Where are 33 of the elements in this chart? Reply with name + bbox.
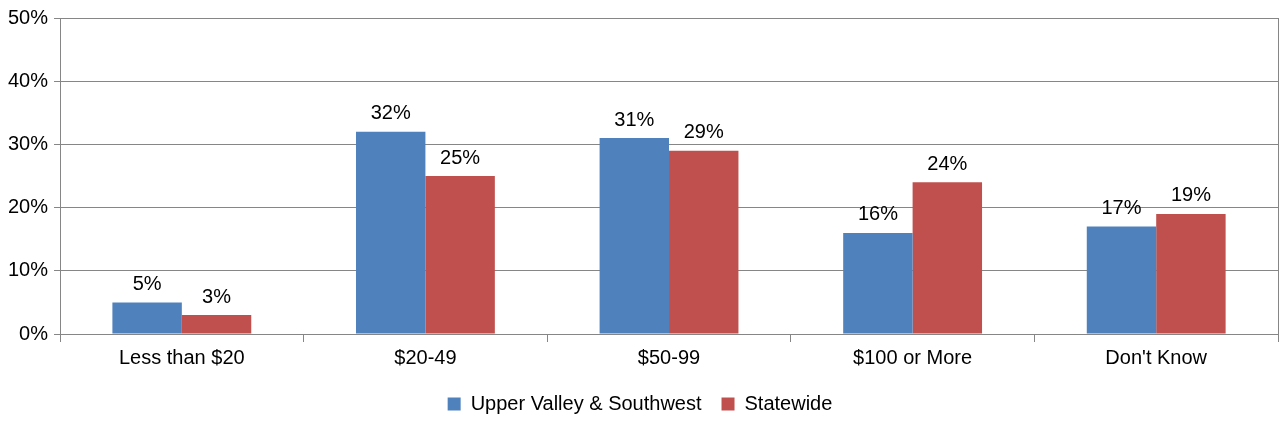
data-label: 24% [927, 151, 968, 174]
data-label: 16% [857, 202, 899, 225]
x-tick-label: $100 or More [853, 345, 973, 368]
data-label: 5% [132, 271, 162, 294]
y-tick-label: 20% [8, 195, 49, 218]
x-tick-label: Less than $20 [119, 345, 245, 368]
bar [599, 138, 670, 334]
bar [356, 131, 426, 334]
data-label: 3% [202, 284, 232, 307]
x-tick-label: Don't Know [1105, 345, 1208, 368]
bar [112, 302, 182, 334]
y-tick-label: 50% [8, 5, 49, 28]
data-label: 17% [1101, 196, 1142, 219]
bar [1086, 226, 1157, 334]
y-tick-label: 0% [19, 321, 49, 344]
y-tick-label: 10% [8, 258, 49, 281]
data-label: 31% [614, 107, 655, 130]
data-label: 25% [440, 145, 481, 168]
legend-label: Upper Valley & Southwest [470, 391, 702, 414]
bar [843, 232, 913, 334]
legend-label: Statewide [744, 391, 833, 414]
x-tick-label: $50-99 [637, 345, 701, 368]
x-tick-label: $20-49 [394, 345, 457, 368]
data-label: 29% [683, 120, 724, 143]
bar [181, 315, 252, 334]
bar [912, 182, 983, 334]
bar [669, 150, 739, 334]
y-tick-label: 40% [8, 68, 49, 91]
data-label: 19% [1170, 183, 1212, 206]
bar [1156, 213, 1226, 334]
data-label: 32% [370, 101, 411, 124]
bar [425, 176, 495, 334]
y-tick-label: 30% [8, 131, 49, 154]
